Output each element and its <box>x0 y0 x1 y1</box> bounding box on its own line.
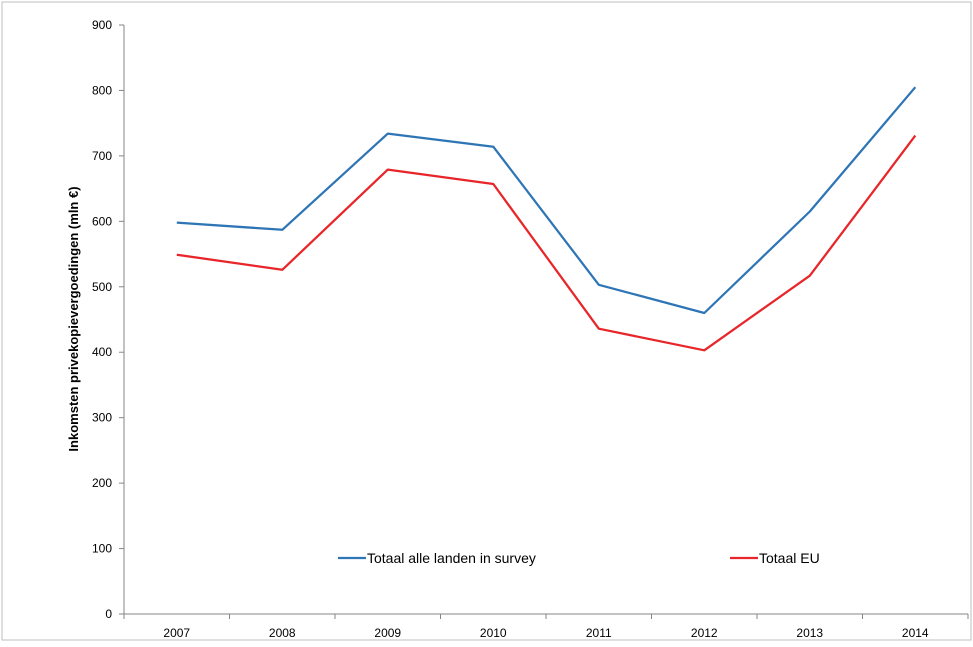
legend: Totaal alle landen in survey Totaal EU <box>338 550 820 566</box>
data-point <box>175 253 179 257</box>
x-tick-label: 2012 <box>691 626 718 640</box>
series-line-2 <box>176 134 917 352</box>
x-tick-label: 2011 <box>586 626 612 640</box>
y-axis-title: Inkomsten privekopievergoedingen (mln €) <box>66 186 81 451</box>
y-tick-label: 500 <box>92 280 112 294</box>
x-tick-label: 2010 <box>480 626 507 640</box>
y-tick-label: 600 <box>92 214 112 228</box>
x-tick-label: 2014 <box>902 626 929 640</box>
y-tick-label: 300 <box>92 411 112 425</box>
x-tick-label: 2009 <box>374 626 401 640</box>
y-tick-label: 100 <box>92 542 112 556</box>
legend-label-1: Totaal alle landen in survey <box>367 550 536 566</box>
data-point <box>280 268 284 272</box>
x-tick-label: 2007 <box>163 626 190 640</box>
data-point <box>913 134 917 138</box>
y-tick-label: 0 <box>105 607 112 621</box>
legend-label-2: Totaal EU <box>759 550 820 566</box>
series-layer <box>175 85 917 352</box>
x-tick-label: 2013 <box>796 626 823 640</box>
series-line-1 <box>176 86 917 315</box>
data-point <box>913 85 917 89</box>
data-point <box>386 132 390 136</box>
data-point <box>702 311 706 315</box>
data-point <box>280 228 284 232</box>
y-tick-label: 800 <box>92 83 112 97</box>
x-axis: 2007 2008 2009 2010 2011 2012 2013 2014 <box>123 613 969 640</box>
data-point <box>175 221 179 225</box>
data-point <box>808 274 812 278</box>
y-tick-label: 400 <box>92 345 112 359</box>
y-axis: 0 100 200 300 400 500 600 700 800 900 <box>92 18 125 621</box>
data-point <box>597 283 601 287</box>
y-tick-label: 700 <box>92 149 112 163</box>
data-point <box>491 182 495 186</box>
y-tick-label: 900 <box>92 18 112 32</box>
data-point <box>386 168 390 172</box>
data-point <box>491 145 495 149</box>
data-point <box>702 348 706 352</box>
x-tick-label: 2008 <box>269 626 296 640</box>
data-point <box>597 327 601 331</box>
data-point <box>808 210 812 214</box>
y-tick-label: 200 <box>92 476 112 490</box>
